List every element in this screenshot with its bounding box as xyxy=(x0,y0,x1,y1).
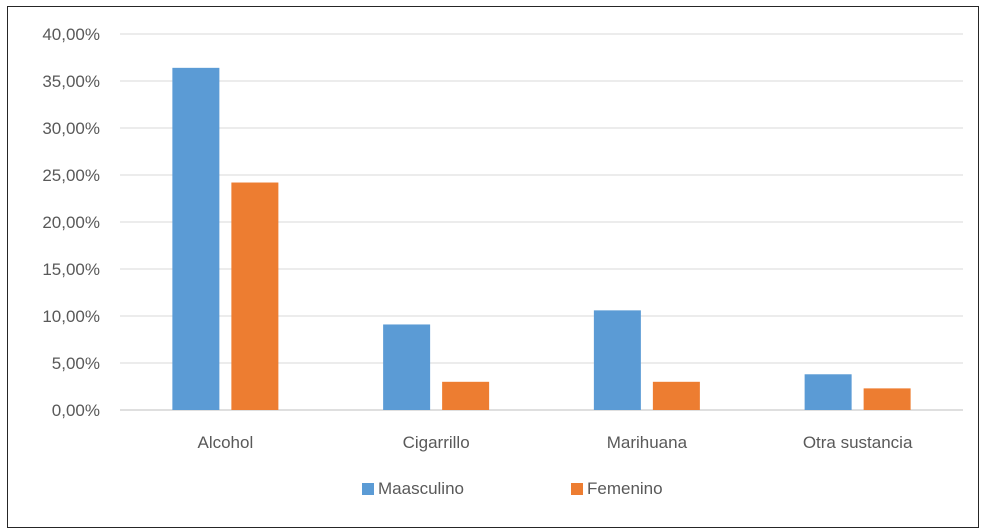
x-category-label: Otra sustancia xyxy=(803,433,913,452)
legend-label: Maasculino xyxy=(378,479,464,498)
x-category-label: Marihuana xyxy=(607,433,688,452)
chart-frame xyxy=(7,6,979,528)
bar-maasculino-1 xyxy=(383,324,431,410)
bar-femenino-3 xyxy=(863,388,911,410)
y-tick-label: 5,00% xyxy=(52,354,100,373)
bar-maasculino-2 xyxy=(593,310,641,410)
y-tick-label: 35,00% xyxy=(42,72,100,91)
legend-swatch xyxy=(571,483,583,495)
legend-label: Femenino xyxy=(587,479,663,498)
y-tick-label: 15,00% xyxy=(42,260,100,279)
y-tick-label: 30,00% xyxy=(42,119,100,138)
bar-femenino-2 xyxy=(652,381,700,410)
y-tick-label: 25,00% xyxy=(42,166,100,185)
bar-femenino-0 xyxy=(231,182,279,410)
x-category-label: Alcohol xyxy=(197,433,253,452)
bar-maasculino-3 xyxy=(804,374,852,410)
bar-femenino-1 xyxy=(442,381,490,410)
legend-swatch xyxy=(362,483,374,495)
x-category-label: Cigarrillo xyxy=(403,433,470,452)
y-tick-label: 10,00% xyxy=(42,307,100,326)
y-tick-label: 0,00% xyxy=(52,401,100,420)
y-tick-label: 40,00% xyxy=(42,25,100,44)
bar-maasculino-0 xyxy=(172,67,220,410)
y-tick-label: 20,00% xyxy=(42,213,100,232)
